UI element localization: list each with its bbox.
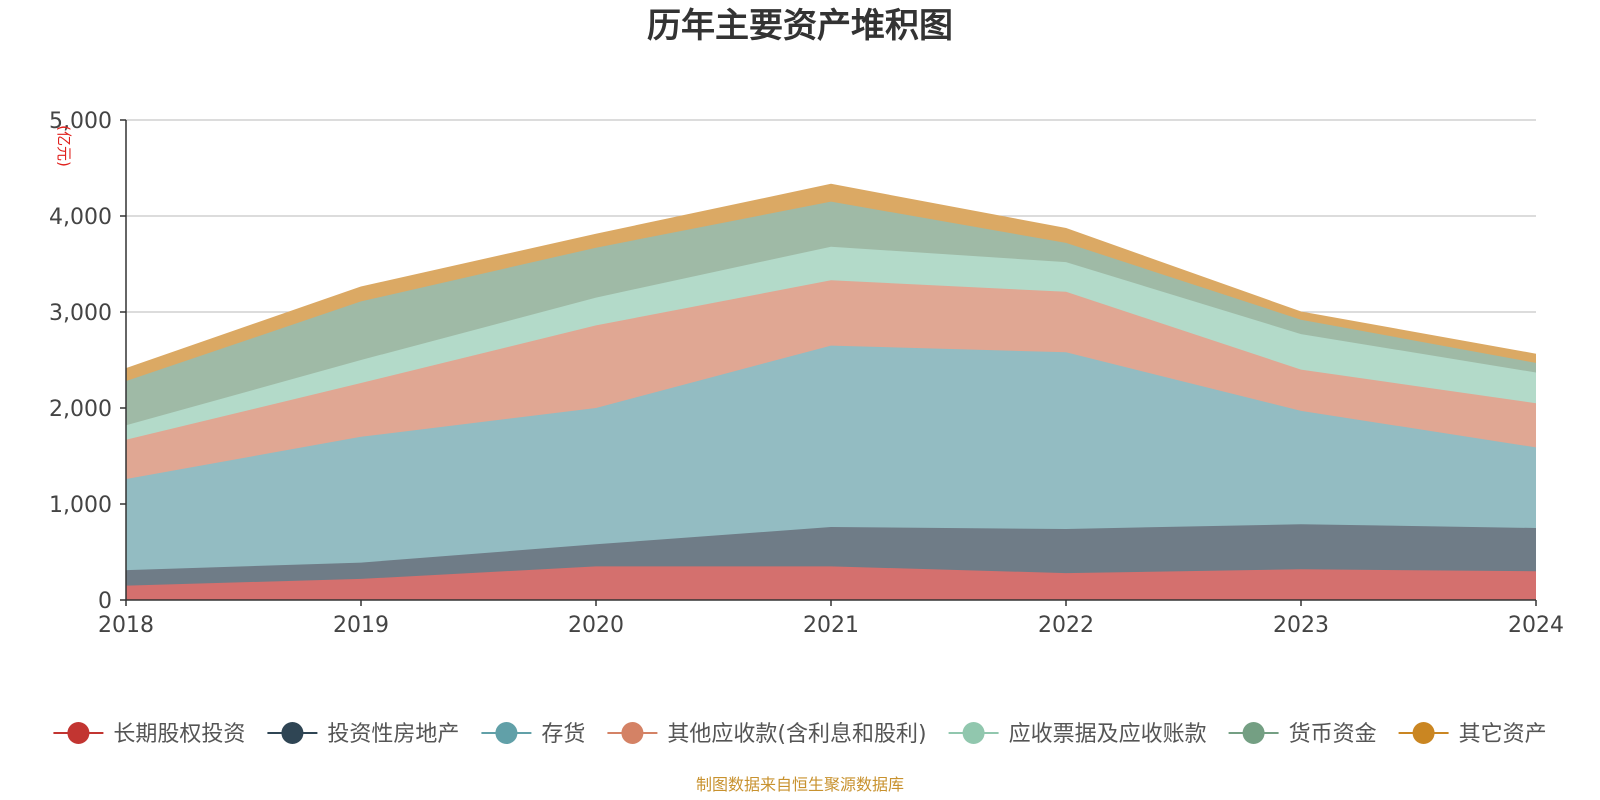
legend: 长期股权投资 投资性房地产 存货 其他应收款(含利息和股利) 应收票据及应收账款 货币资金… xyxy=(53,722,1547,747)
area-series-6 xyxy=(126,201,1536,426)
x-tick-label: 2023 xyxy=(1273,613,1329,638)
chart-title: 历年主要资产堆积图 xyxy=(647,6,953,46)
legend-item-7[interactable]: 其它资产 xyxy=(1398,722,1547,747)
x-tick-label: 2020 xyxy=(568,613,624,638)
area-series-5 xyxy=(126,246,1536,440)
legend-item-2[interactable]: 投资性房地产 xyxy=(267,722,459,747)
legend-item-4[interactable]: 其他应收款(含利息和股利) xyxy=(607,722,927,747)
x-axis-ticks: 2018 2019 2020 2021 2022 2023 2024 xyxy=(98,600,1564,638)
y-tick-label: 3,000 xyxy=(49,301,112,326)
legend-label: 其他应收款(含利息和股利) xyxy=(667,722,926,747)
area-series-2 xyxy=(126,524,1536,586)
area-series-7 xyxy=(126,184,1536,382)
area-series-edge xyxy=(125,183,1537,370)
x-tick-label: 2022 xyxy=(1038,613,1094,638)
legend-label: 货币资金 xyxy=(1289,722,1377,747)
legend-label: 存货 xyxy=(541,722,585,747)
y-axis-ticks: 0 1,000 2,000 3,000 4,000 5,000 xyxy=(49,109,126,614)
x-tick-label: 2019 xyxy=(333,613,389,638)
area-series xyxy=(125,183,1537,600)
legend-circle-icon xyxy=(1412,722,1435,744)
legend-circle-icon xyxy=(495,722,518,744)
legend-label: 其它资产 xyxy=(1459,722,1547,747)
legend-circle-icon xyxy=(1242,722,1265,744)
legend-label: 应收票据及应收账款 xyxy=(1009,722,1207,747)
legend-circle-icon xyxy=(281,722,304,744)
legend-item-6[interactable]: 货币资金 xyxy=(1228,722,1377,747)
legend-circle-icon xyxy=(621,722,644,744)
y-axis-unit-label: (亿元) xyxy=(55,125,73,167)
legend-item-1[interactable]: 长期股权投资 xyxy=(53,722,245,747)
area-series-4 xyxy=(126,280,1536,479)
y-tick-label: 1,000 xyxy=(49,493,112,518)
y-tick-label: 0 xyxy=(98,589,112,614)
area-series-1 xyxy=(126,566,1536,600)
y-tick-label: 2,000 xyxy=(49,397,112,422)
x-tick-label: 2018 xyxy=(98,613,154,638)
y-tick-label: 4,000 xyxy=(49,205,112,230)
legend-item-5[interactable]: 应收票据及应收账款 xyxy=(948,722,1207,747)
legend-circle-icon xyxy=(962,722,985,744)
data-source-note: 制图数据来自恒生聚源数据库 xyxy=(696,775,904,794)
legend-label: 长期股权投资 xyxy=(113,722,245,747)
x-tick-label: 2024 xyxy=(1508,613,1564,638)
y-tick-label: 5,000 xyxy=(49,109,112,134)
legend-label: 投资性房地产 xyxy=(327,722,459,747)
legend-item-3[interactable]: 存货 xyxy=(481,722,585,747)
legend-circle-icon xyxy=(67,722,90,744)
area-series-3 xyxy=(126,345,1536,571)
x-tick-label: 2021 xyxy=(803,613,859,638)
